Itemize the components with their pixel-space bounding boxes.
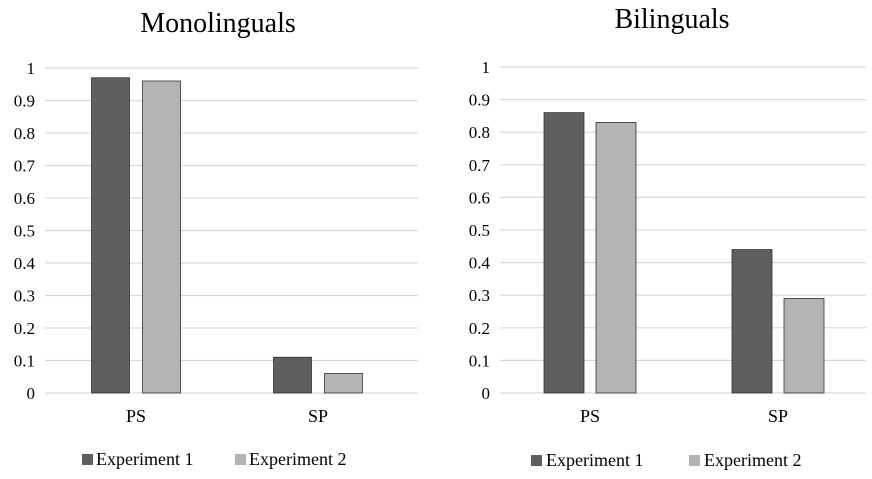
chart-bilinguals: Bilinguals 0 0.1 0.2 0.3 0.4 0.5 0.6 0.7 0.8 0.9 1… xyxy=(469,4,866,470)
y-tick-label: 0.7 xyxy=(14,157,36,176)
bar-ps-series-1 xyxy=(91,77,130,394)
legend-label: Experiment 1 xyxy=(546,450,643,470)
bar-sp-series-2 xyxy=(783,298,825,394)
y-tick-label: 0.2 xyxy=(469,319,490,338)
y-tick-label: 0.8 xyxy=(14,124,35,143)
y-tick-label: 1 xyxy=(482,58,491,77)
bar-ps-series-2 xyxy=(595,122,637,394)
x-category-label: SP xyxy=(768,406,788,426)
legend-swatch xyxy=(531,455,542,466)
bar-ps-series-2 xyxy=(142,80,181,394)
bar-ps-series-1 xyxy=(543,112,585,394)
y-tick-label: 0.3 xyxy=(14,287,35,306)
y-tick-label: 0.4 xyxy=(14,254,36,273)
y-tick-label: 0 xyxy=(27,384,36,403)
y-tick-label: 0.1 xyxy=(14,352,35,371)
legend-swatch xyxy=(235,454,246,465)
y-tick-label: 0.6 xyxy=(14,189,35,208)
legend-label: Experiment 2 xyxy=(704,450,801,470)
y-tick-label: 0.2 xyxy=(14,319,35,338)
y-tick-label: 0.5 xyxy=(14,222,35,241)
chart-monolinguals: Monolinguals 0 0.1 0.2 0.3 0.4 0.5 0.6 0.7 0.8 0.… xyxy=(14,8,418,469)
y-tick-label: 0 xyxy=(482,384,491,403)
y-tick-label: 1 xyxy=(27,59,36,78)
x-category-label: SP xyxy=(308,406,328,426)
y-tick-label: 0.8 xyxy=(469,123,490,142)
y-tick-label: 0.9 xyxy=(469,91,490,110)
bar-sp-series-2 xyxy=(324,373,363,394)
legend-swatch xyxy=(82,454,93,465)
legend-label: Experiment 2 xyxy=(249,449,346,469)
y-tick-label: 0.7 xyxy=(469,156,491,175)
x-category-label: PS xyxy=(126,406,146,426)
y-tick-label: 0.1 xyxy=(469,351,490,370)
y-tick-label: 0.5 xyxy=(469,221,490,240)
x-category-label: PS xyxy=(580,406,600,426)
y-tick-label: 0.9 xyxy=(14,92,35,111)
chart-title: Bilinguals xyxy=(614,4,729,35)
y-tick-label: 0.4 xyxy=(469,254,491,273)
legend-swatch xyxy=(689,455,700,466)
bar-sp-series-1 xyxy=(731,249,773,394)
bar-sp-series-1 xyxy=(273,356,312,394)
chart-title: Monolinguals xyxy=(140,8,296,39)
y-tick-label: 0.3 xyxy=(469,286,490,305)
y-tick-label: 0.6 xyxy=(469,188,490,207)
legend-label: Experiment 1 xyxy=(96,449,193,469)
